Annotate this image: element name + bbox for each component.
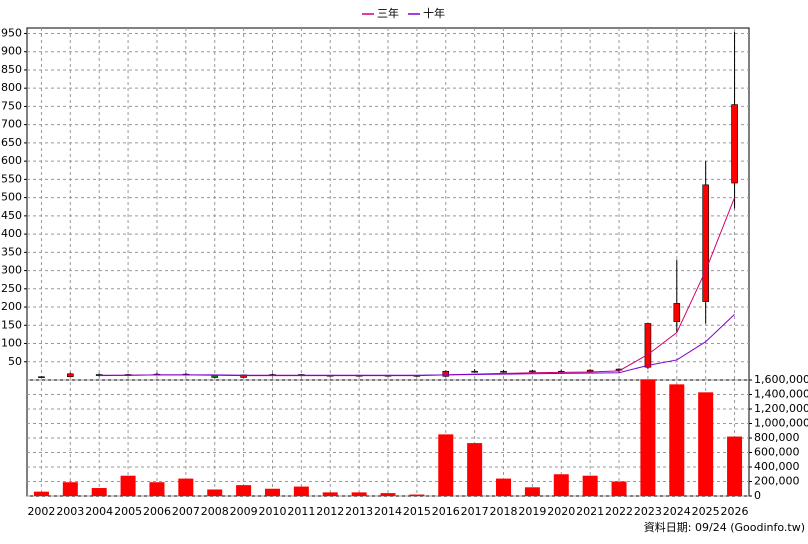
y-tick-label: 450 [1,209,22,222]
volume-bar [178,478,194,496]
volume-bar [380,493,396,496]
volume-bar [640,379,656,496]
footer-note: 資料日期: 09/24 (Goodinfo.tw) [644,520,805,534]
volume-bar [149,482,165,496]
x-tick-label: 2012 [316,505,344,518]
x-tick-label: 2022 [605,505,633,518]
y-tick-label: 750 [1,99,22,112]
y-tick-label: 50 [8,355,22,368]
x-tick-label: 2003 [56,505,84,518]
y2-tick-label: 600,000 [754,446,800,459]
volume-bar [236,485,252,496]
volume-bar [91,488,107,496]
y2-tick-label: 400,000 [754,460,800,473]
candle-body [586,369,594,372]
x-tick-label: 2017 [461,505,489,518]
volume-bar [727,436,743,496]
candle-body [644,323,652,368]
candle-body [529,370,536,373]
y-tick-label: 150 [1,318,22,331]
x-tick-label: 2007 [172,505,200,518]
volume-bar [207,489,223,496]
x-tick-label: 2016 [432,505,460,518]
volume-bar [669,384,685,496]
x-tick-label: 2018 [490,505,518,518]
volume-bar [698,392,714,496]
volume-bar [467,443,483,496]
x-tick-label: 2024 [663,505,691,518]
y-tick-label: 550 [1,172,22,185]
volume-bar [611,481,627,496]
y2-tick-label: 0 [754,489,761,502]
x-tick-label: 2015 [403,505,431,518]
x-tick-label: 2006 [143,505,171,518]
x-tick-label: 2009 [230,505,258,518]
y-tick-label: 950 [1,26,22,39]
y-tick-label: 650 [1,136,22,149]
x-tick-label: 2025 [692,505,720,518]
y2-tick-label: 800,000 [754,431,800,444]
y-tick-label: 600 [1,154,22,167]
candle-body [471,370,478,373]
x-tick-label: 2014 [374,505,402,518]
y-tick-label: 850 [1,63,22,76]
y-tick-label: 200 [1,300,22,313]
x-tick-label: 2013 [345,505,373,518]
candle-body [442,370,450,377]
volume-bar [264,488,280,496]
x-tick-label: 2026 [721,505,749,518]
x-tick-label: 2020 [547,505,575,518]
candle-body [38,376,45,379]
legend-label: 三年 [377,6,399,20]
candle-body [731,104,738,184]
volume-bar [351,492,367,496]
y2-tick-label: 1,000,000 [754,417,808,430]
y2-tick-label: 1,600,000 [754,373,808,386]
y-tick-label: 500 [1,191,22,204]
x-tick-label: 2011 [287,505,315,518]
y-tick-label: 400 [1,227,22,240]
x-tick-label: 2004 [85,505,113,518]
volume-bar [62,482,78,496]
volume-bar [33,491,49,496]
volume-bar [582,475,598,496]
x-tick-label: 2021 [576,505,604,518]
x-tick-label: 2010 [258,505,286,518]
volume-bar [293,486,309,496]
y-tick-label: 350 [1,245,22,258]
y-tick-label: 300 [1,264,22,277]
x-tick-label: 2002 [27,505,55,518]
volume-bar [438,434,454,496]
volume-bar [120,475,136,496]
y-tick-label: 100 [1,337,22,350]
volume-bar [553,474,569,496]
y-tick-label: 250 [1,282,22,295]
legend-label: 十年 [423,6,445,20]
y-tick-label: 700 [1,118,22,131]
candle-body [673,303,681,322]
ma-line [99,313,735,376]
candle-body [500,370,507,373]
x-tick-label: 2023 [634,505,662,518]
volume-bar [524,487,540,496]
y-tick-label: 800 [1,81,22,94]
candle-body [702,184,709,302]
x-tick-label: 2005 [114,505,142,518]
y-tick-label: 900 [1,45,22,58]
y2-tick-label: 1,200,000 [754,402,808,415]
y2-tick-label: 200,000 [754,475,800,488]
y2-tick-label: 1,400,000 [754,388,808,401]
x-tick-label: 2008 [201,505,229,518]
volume-bar [496,478,512,496]
volume-bar [409,494,425,496]
candle-body [67,373,74,378]
volume-bar [322,492,338,496]
x-tick-label: 2019 [518,505,546,518]
